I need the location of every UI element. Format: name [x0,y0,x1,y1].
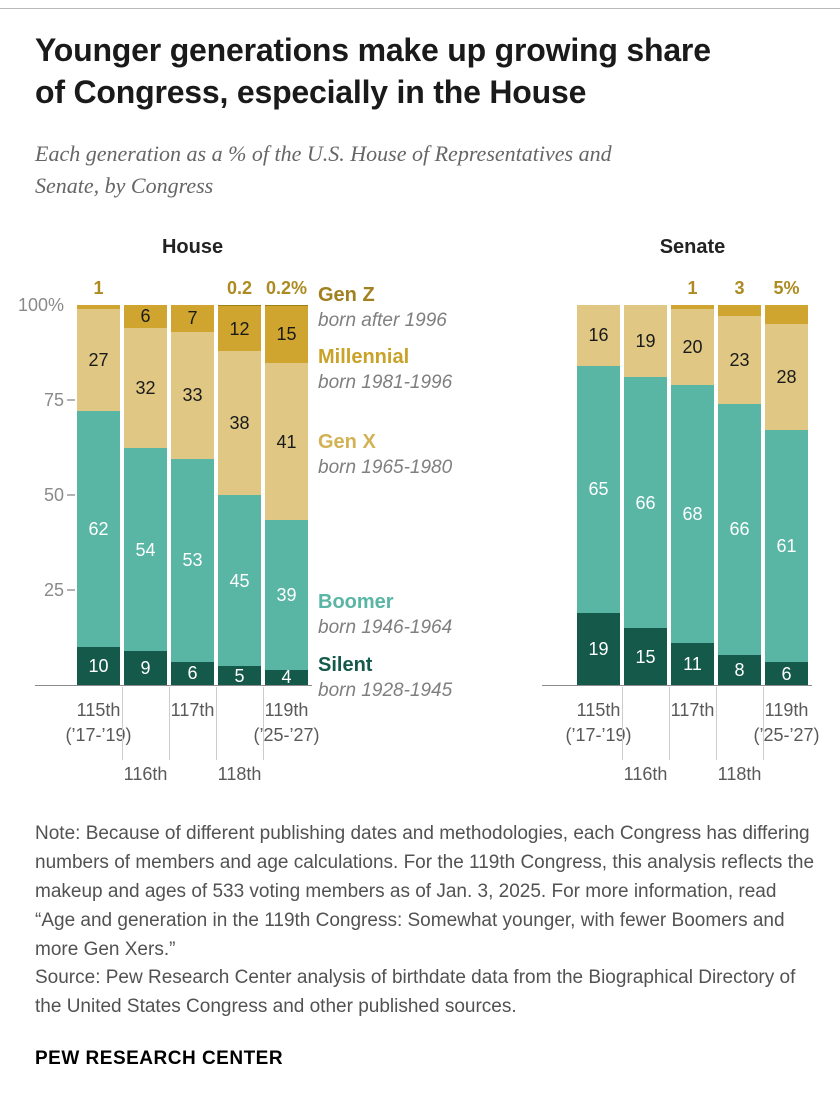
legend-name-gen-x: Gen X [318,431,376,453]
x-axis-tick-house [122,687,123,760]
segment-house-118th-gen-x: 38 [218,351,261,496]
segment-house-116th-millennial: 6 [124,305,167,328]
x-axis-label-house-117th: 117th [170,700,215,720]
segment-house-119th-gen-z [265,305,308,306]
segment-senate-119th-boomer: 61 [765,430,808,663]
legend-name-silent: Silent [318,654,373,676]
x-axis-tick-house [216,687,217,760]
segment-senate-118th-gen-x: 23 [718,316,761,404]
segment-senate-119th-gen-x: 28 [765,324,808,431]
x-axis-tick-house [263,687,264,760]
segment-senate-116th-silent: 15 [624,628,667,685]
segment-house-116th-silent: 9 [124,651,167,685]
legend-name-gen-z: Gen Z [318,284,375,306]
y-axis-tick [67,494,75,496]
x-axis-tick-house [169,687,170,760]
x-axis-line-senate [542,685,812,686]
x-axis-label-house-116th: 116th [123,764,168,784]
legend-born-boomer: born 1946-1964 [318,617,453,638]
panel-title-house: House [161,236,224,258]
segment-house-119th-boomer: 39 [265,520,308,670]
top-value-label-senate-119th: 5% [773,278,800,298]
segment-house-115th-gen-x: 27 [77,308,120,412]
note-text: Note: Because of different publishing da… [35,823,815,960]
x-axis-label-senate-119th: 119th (’25-’27) [753,700,820,746]
segment-house-115th-silent: 10 [77,647,120,685]
segment-house-119th-gen-x: 41 [265,363,308,521]
top-value-label-senate-117th: 1 [687,278,698,298]
segment-senate-117th-silent: 11 [671,643,714,685]
segment-house-117th-gen-x: 33 [171,331,214,459]
chart-subtitle: Each generation as a % of the U.S. House… [35,138,825,202]
top-value-label-house-119th: 0.2% [265,278,308,298]
x-axis-label-house-118th: 118th [217,764,262,784]
segment-house-115th-boomer: 62 [77,411,120,647]
y-axis-label: 25 [43,580,64,600]
segment-senate-118th-silent: 8 [718,654,761,685]
x-axis-label-senate-115th: 115th (’17-’19) [565,700,632,746]
segment-senate-117th-millennial [671,305,714,309]
y-axis-label: 100% [17,295,64,315]
top-divider [0,8,840,9]
segment-house-116th-gen-x: 32 [124,327,167,448]
y-axis-label: 50 [43,485,64,505]
legend-born-gen-x: born 1965-1980 [318,457,453,478]
segment-senate-119th-millennial [765,305,808,324]
segment-senate-116th-boomer: 66 [624,377,667,628]
segment-senate-117th-boomer: 68 [671,384,714,644]
segment-house-119th-silent: 4 [265,668,308,687]
segment-senate-115th-boomer: 65 [577,365,620,613]
segment-senate-116th-gen-x: 19 [624,305,667,378]
chart-subtitle-line1: Each generation as a % of the U.S. House… [35,141,612,166]
x-axis-tick-senate [716,687,717,760]
segment-house-118th-millennial: 12 [218,305,261,352]
top-value-label-senate-118th: 3 [734,278,745,298]
segment-house-118th-gen-z [218,305,261,306]
segment-senate-115th-gen-x: 16 [577,305,620,366]
x-axis-label-house-119th: 119th (’25-’27) [253,700,320,746]
brand: PEW RESEARCH CENTER [35,1048,284,1069]
legend-born-gen-z: born after 1996 [318,310,447,331]
segment-senate-119th-silent: 6 [765,662,808,685]
legend-name-boomer: Boomer [318,591,394,613]
legend-name-millennial: Millennial [318,346,410,368]
x-axis-tick-senate [669,687,670,760]
segment-house-119th-millennial: 15 [265,305,308,364]
segment-house-118th-boomer: 45 [218,495,261,667]
generation-stacked-bar-chart: 100% 75 50 25 House 10 62 27 1 115th (’17-’19) 9 54… [0,230,840,805]
chart-title-line2: of Congress, especially in the House [35,73,587,110]
x-axis-tick-senate [622,687,623,760]
segment-house-116th-boomer: 54 [124,447,167,652]
segment-senate-118th-boomer: 66 [718,403,761,655]
segment-house-118th-silent: 5 [218,666,261,685]
chart-title-line1: Younger generations make up growing shar… [35,32,711,68]
y-axis-tick [67,589,75,591]
x-axis-tick-senate [763,687,764,760]
segment-senate-115th-silent: 19 [577,612,620,685]
top-value-label-house-115th: 1 [93,278,104,298]
panel-title-senate: Senate [659,236,726,258]
source-text: Source: Pew Research Center analysis of … [35,967,796,1018]
segment-house-115th-millennial [77,305,120,309]
x-axis-label-senate-117th: 117th [670,700,715,720]
legend-born-millennial: born 1981-1996 [318,372,453,393]
top-value-label-house-118th: 0.2 [226,278,253,298]
footnotes: Note: Because of different publishing da… [35,820,815,1022]
x-axis-label-senate-116th: 116th [623,764,668,784]
x-axis-line-house [35,685,312,686]
x-axis-label-house-115th: 115th (’17-’19) [65,700,132,746]
segment-house-117th-boomer: 53 [171,458,214,662]
chart-subtitle-line2: Senate, by Congress [35,172,214,198]
chart-title: Younger generations make up growing shar… [35,30,815,113]
y-axis-label: 75 [43,390,64,410]
segment-senate-118th-millennial [718,305,761,317]
x-axis-label-senate-118th: 118th [717,764,762,784]
segment-house-117th-silent: 6 [171,661,214,685]
y-axis-tick [67,399,75,401]
segment-house-117th-millennial: 7 [171,305,214,332]
segment-senate-117th-gen-x: 20 [671,308,714,385]
legend-born-silent: born 1928-1945 [318,680,453,701]
